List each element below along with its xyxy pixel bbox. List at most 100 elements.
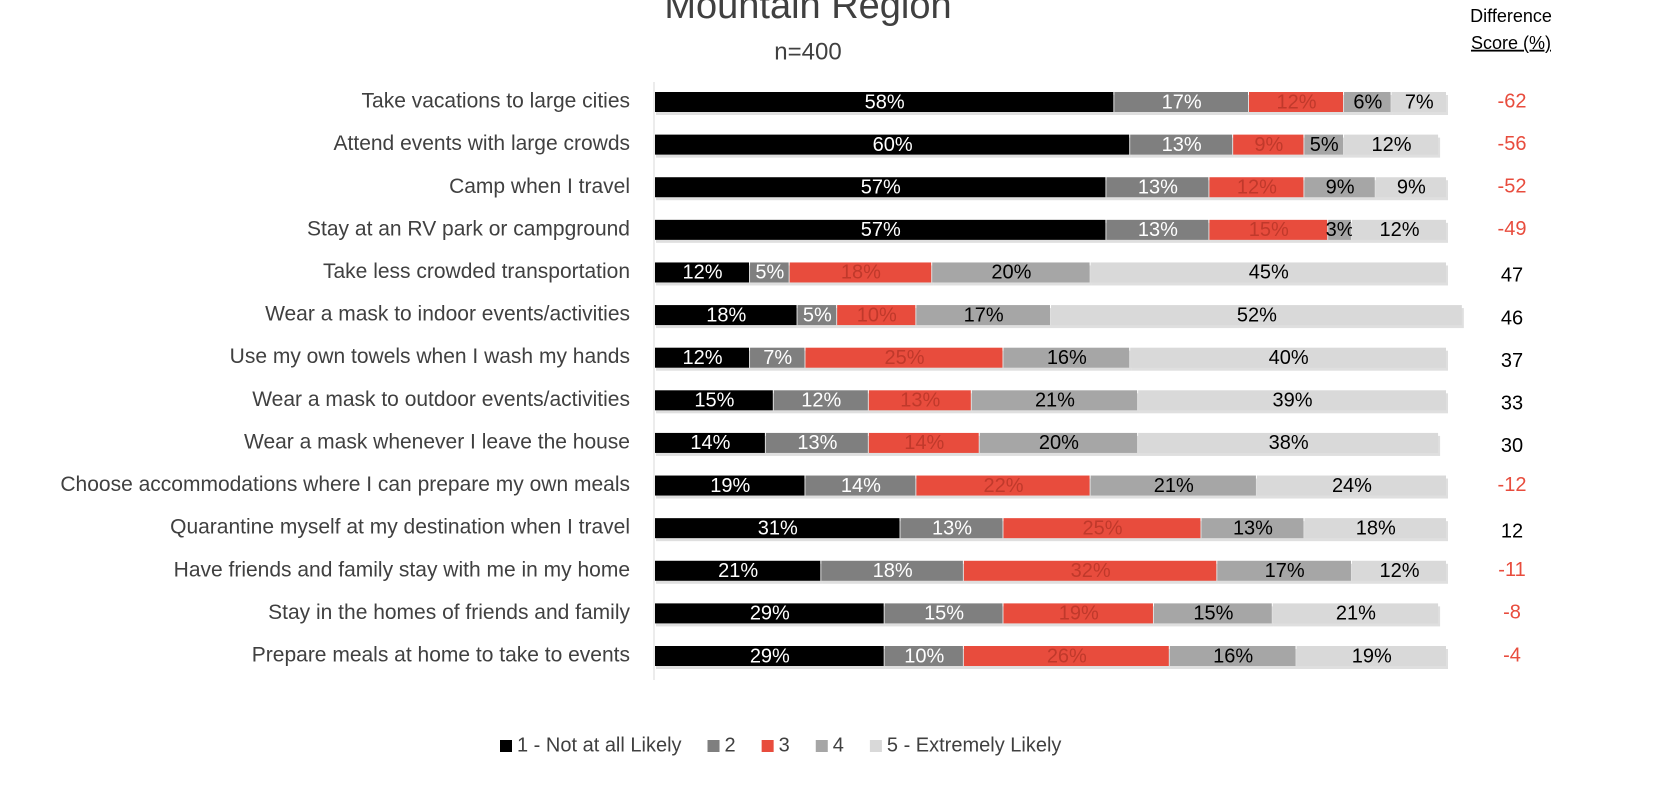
- category-label: Wear a mask whenever I leave the house: [244, 430, 630, 453]
- data-label: 20%: [991, 262, 1031, 284]
- category-label: Wear a mask to indoor events/activities: [265, 303, 630, 326]
- data-label: 38%: [1269, 432, 1309, 454]
- bar-segment: [963, 646, 1169, 666]
- bar-segment: [1090, 262, 1446, 283]
- difference-header: Score (%): [1471, 33, 1551, 53]
- data-label: 25%: [1082, 517, 1122, 539]
- legend-swatch: [761, 740, 774, 752]
- data-label: 15%: [1249, 219, 1289, 241]
- bar-segment: [1217, 560, 1351, 581]
- category-label: Use my own towels when I wash my hands: [230, 345, 630, 368]
- bar-segment: [1051, 305, 1462, 326]
- category-label: Camp when I travel: [449, 175, 630, 198]
- chart-subtitle: n=400: [774, 38, 841, 65]
- data-label: 16%: [1213, 645, 1253, 667]
- difference-score: -52: [1498, 176, 1527, 198]
- bar-segment: [1169, 646, 1296, 666]
- bar-segment: [916, 305, 1050, 326]
- data-label: 13%: [797, 432, 837, 454]
- bar-segment: [805, 475, 916, 496]
- bar-segment: [1233, 134, 1304, 155]
- bar-segment: [1153, 603, 1272, 624]
- data-label: 13%: [900, 390, 940, 412]
- category-label: Stay in the homes of friends and family: [268, 601, 630, 624]
- bar-segment: [1328, 219, 1351, 240]
- category-label: Attend events with large crowds: [334, 132, 630, 155]
- bar-segment: [1114, 92, 1248, 112]
- data-label: 7%: [763, 347, 792, 369]
- data-label: 31%: [758, 517, 798, 539]
- bar-segment: [1106, 177, 1209, 198]
- data-label: 15%: [694, 390, 734, 412]
- bar-segment: [884, 646, 963, 666]
- bar-segment: [1391, 92, 1446, 112]
- bar-segment: [765, 432, 868, 453]
- data-label: 29%: [750, 603, 790, 625]
- bar-segment: [750, 347, 805, 368]
- bar-segment: [1351, 560, 1446, 581]
- category-label: Choose accommodations where I can prepar…: [60, 473, 630, 496]
- data-label: 12%: [683, 262, 723, 284]
- bar-segment: [655, 475, 805, 496]
- bar-segment: [773, 390, 868, 411]
- bar-segment: [655, 390, 773, 411]
- bar-segment: [655, 262, 750, 283]
- bar-segment: [1304, 134, 1344, 155]
- data-label: 5%: [755, 262, 784, 284]
- difference-score: -8: [1503, 602, 1521, 624]
- difference-score: 46: [1501, 307, 1523, 329]
- bar-segment: [1106, 219, 1209, 240]
- bar-segment: [1003, 603, 1153, 624]
- data-label: 10%: [857, 304, 897, 326]
- bar-segment: [1375, 177, 1446, 198]
- legend-label: 2: [725, 734, 736, 756]
- data-label: 21%: [1035, 390, 1075, 412]
- difference-score: -62: [1498, 90, 1527, 112]
- data-label: 57%: [861, 219, 901, 241]
- data-label: 14%: [690, 432, 730, 454]
- bar-segment: [655, 177, 1106, 198]
- bar-segment: [1130, 347, 1446, 368]
- bar-segment: [971, 390, 1138, 411]
- bar-segment: [979, 432, 1138, 453]
- bar-segment: [1138, 390, 1446, 411]
- data-label: 7%: [1405, 91, 1434, 113]
- data-label: 19%: [710, 475, 750, 497]
- bar-segment: [1344, 134, 1439, 155]
- bar-segment: [1256, 475, 1446, 496]
- legend-label: 3: [779, 734, 790, 756]
- data-label: 60%: [873, 134, 913, 156]
- bar-segment: [884, 603, 1003, 624]
- data-label: 6%: [1353, 91, 1382, 113]
- data-label: 13%: [932, 517, 972, 539]
- bar-segment: [1209, 219, 1328, 240]
- bar-segment: [1130, 134, 1233, 155]
- data-label: 21%: [1336, 603, 1376, 625]
- data-label: 45%: [1249, 262, 1289, 284]
- legend-swatch: [815, 740, 828, 752]
- data-label: 13%: [1138, 219, 1178, 241]
- data-label: 5%: [803, 304, 832, 326]
- bar-segment: [805, 347, 1003, 368]
- data-label: 19%: [1059, 603, 1099, 625]
- data-label: 12%: [1237, 177, 1277, 199]
- bar-segment: [1201, 518, 1304, 539]
- difference-header: Difference: [1470, 6, 1552, 26]
- bar-segment: [1351, 219, 1446, 240]
- category-label: Quarantine myself at my destination when…: [170, 516, 630, 539]
- category-label: Take less crowded transportation: [323, 260, 630, 283]
- bar-segment: [655, 134, 1130, 155]
- bar-segment: [655, 219, 1106, 240]
- data-label: 9%: [1254, 134, 1283, 156]
- data-label: 17%: [964, 304, 1004, 326]
- data-label: 15%: [924, 603, 964, 625]
- data-label: 18%: [1356, 517, 1396, 539]
- data-label: 12%: [1379, 560, 1419, 582]
- bar-segment: [655, 305, 797, 326]
- category-label: Stay at an RV park or campground: [307, 217, 630, 240]
- data-label: 9%: [1397, 177, 1426, 199]
- data-label: 29%: [750, 645, 790, 667]
- bar-segment: [916, 475, 1090, 496]
- legend-swatch: [500, 740, 512, 752]
